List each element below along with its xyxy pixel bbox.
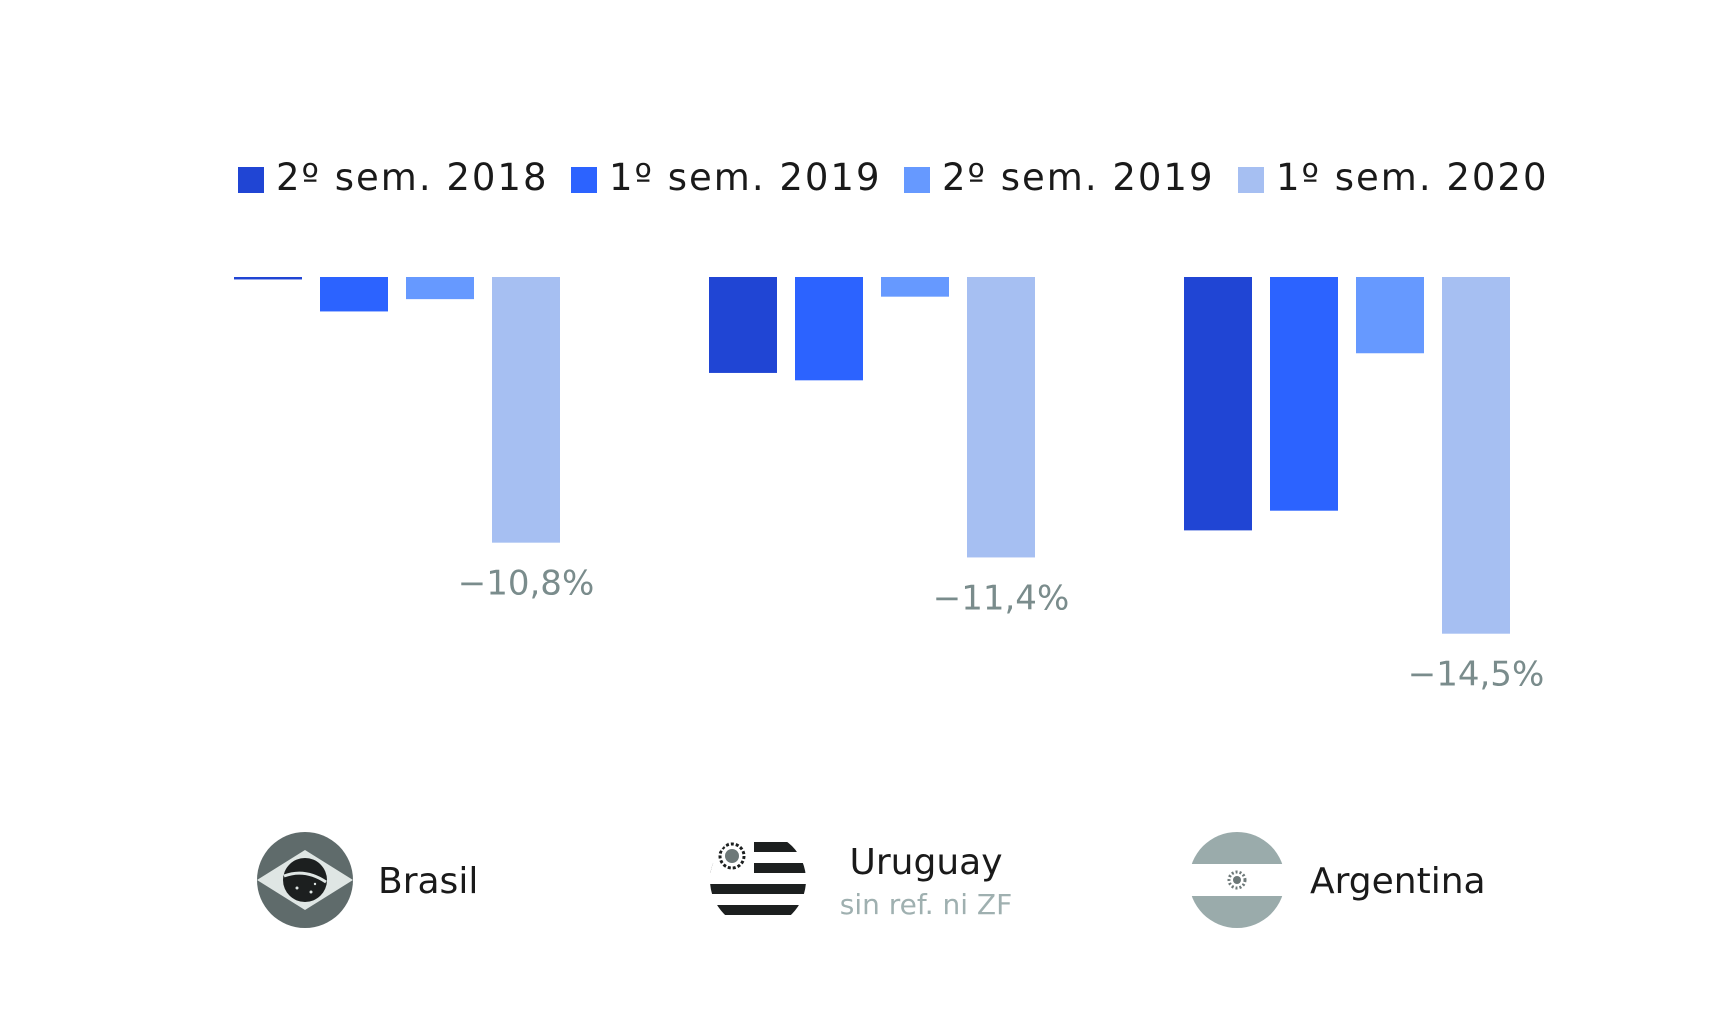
- bar-brasil-series-3: [406, 277, 474, 300]
- legend-swatch-1: [238, 167, 264, 193]
- legend-swatch-4: [1238, 167, 1264, 193]
- country-name-argentina: Argentina: [1310, 861, 1486, 902]
- bar-uruguay-series-4: [967, 277, 1035, 558]
- legend-label-2: 1º sem. 2019: [609, 156, 882, 199]
- country-name-brasil: Brasil: [378, 861, 478, 902]
- bars: [234, 277, 1510, 634]
- bar-brasil-series-2: [320, 277, 388, 312]
- bar-argentina-series-3: [1356, 277, 1424, 354]
- country-subtitle-uruguay: sin ref. ni ZF: [840, 888, 1012, 921]
- bar-argentina-series-1: [1184, 277, 1252, 531]
- bar-uruguay-series-3: [881, 277, 949, 297]
- legend-label-4: 1º sem. 2020: [1276, 156, 1549, 199]
- bar-uruguay-series-1: [709, 277, 777, 373]
- country-name-uruguay: Uruguay: [850, 842, 1003, 883]
- legend: 2º sem. 2018 1º sem. 2019 2º sem. 2019 1º s…: [238, 156, 1549, 199]
- bar-argentina-series-4: [1442, 277, 1510, 634]
- country-labels: Brasil Uruguay sin ref. ni ZF: [257, 832, 1486, 928]
- bar-brasil-series-4: [492, 277, 560, 543]
- bar-argentina-series-2: [1270, 277, 1338, 511]
- brazil-flag-icon: [257, 832, 353, 928]
- argentina-flag-icon: [1189, 832, 1285, 928]
- legend-label-3: 2º sem. 2019: [942, 156, 1215, 199]
- uruguay-flag-icon: [710, 832, 806, 928]
- data-label-brasil: −10,8%: [458, 564, 595, 604]
- legend-swatch-2: [571, 167, 597, 193]
- data-label-uruguay: −11,4%: [933, 578, 1070, 618]
- legend-swatch-3: [904, 167, 930, 193]
- data-label-argentina: −14,5%: [1408, 655, 1545, 695]
- bar-brasil-series-1: [234, 277, 302, 280]
- legend-label-1: 2º sem. 2018: [276, 156, 549, 199]
- bar-uruguay-series-2: [795, 277, 863, 381]
- data-labels: −10,8% −11,4% −14,5%: [458, 564, 1545, 695]
